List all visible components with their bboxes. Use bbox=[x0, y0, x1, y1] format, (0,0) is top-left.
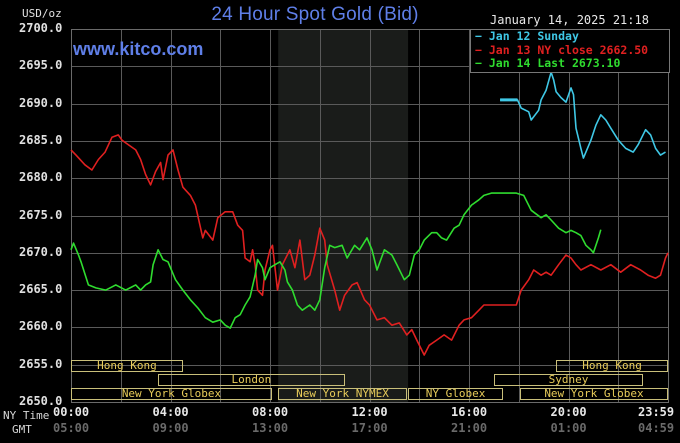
gmt-time-tick: 05:00 bbox=[53, 421, 90, 435]
y-tick-label: 2670.0 bbox=[19, 244, 63, 259]
ny-time-tick: 08:00 bbox=[252, 405, 289, 419]
nymex-shaded-region bbox=[278, 29, 409, 402]
ny-time-tick: 00:00 bbox=[53, 405, 90, 419]
gmt-time-tick: 21:00 bbox=[451, 421, 488, 435]
ny-time-tick: 04:00 bbox=[152, 405, 189, 419]
ny-time-tick: 23:59 bbox=[638, 405, 675, 419]
session-bar: NY Globex bbox=[408, 388, 504, 400]
session-bar: New York Globex bbox=[519, 388, 668, 400]
legend: − Jan 12 Sunday − Jan 13 NY close 2662.5… bbox=[470, 29, 670, 73]
legend-item-jan14: − Jan 14 Last 2673.10 bbox=[475, 56, 621, 70]
session-bar: New York NYMEX bbox=[278, 388, 407, 400]
y-tick-label: 2675.0 bbox=[19, 207, 63, 222]
session-bar: London bbox=[158, 374, 345, 386]
series-line-0 bbox=[500, 71, 666, 159]
legend-item-jan12: − Jan 12 Sunday bbox=[475, 29, 579, 43]
y-axis-unit: USD/oz bbox=[22, 7, 62, 20]
session-bar: Hong Kong bbox=[556, 360, 668, 372]
gmt-time-tick: 09:00 bbox=[152, 421, 189, 435]
y-tick-label: 2665.0 bbox=[19, 282, 63, 297]
gmt-label: GMT bbox=[12, 423, 32, 436]
y-tick-label: 2680.0 bbox=[19, 170, 63, 185]
ny-time-tick: 12:00 bbox=[351, 405, 388, 419]
y-tick-label: 2690.0 bbox=[19, 95, 63, 110]
y-tick-label: 2660.0 bbox=[19, 319, 63, 334]
session-bar: Hong Kong bbox=[71, 360, 183, 372]
session-bar: New York Globex bbox=[71, 388, 272, 400]
chart-title: 24 Hour Spot Gold (Bid) bbox=[211, 4, 419, 25]
y-tick-label: 2655.0 bbox=[19, 356, 63, 371]
legend-item-jan13: − Jan 13 NY close 2662.50 bbox=[475, 42, 649, 57]
y-tick-label: 2685.0 bbox=[19, 132, 63, 147]
y-tick-label: 2695.0 bbox=[19, 58, 63, 73]
y-tick-label: 2700.0 bbox=[19, 21, 63, 35]
ny-time-tick: 16:00 bbox=[451, 405, 488, 419]
ny-time-tick: 20:00 bbox=[550, 405, 587, 419]
price-lines bbox=[70, 71, 669, 356]
timestamp: January 14, 2025 21:18 bbox=[490, 13, 649, 27]
series-line-2 bbox=[70, 192, 602, 329]
gmt-time-tick: 04:59 bbox=[638, 421, 675, 435]
y-tick-label: 2650.0 bbox=[19, 394, 63, 408]
gmt-time-tick: 17:00 bbox=[351, 421, 388, 435]
ny-time-label: NY Time bbox=[3, 409, 50, 422]
site-link[interactable]: www.kitco.com bbox=[73, 39, 204, 59]
grid-lines bbox=[71, 29, 669, 403]
gmt-time-tick: 13:00 bbox=[252, 421, 289, 435]
series-line-1 bbox=[70, 134, 669, 356]
session-bar: Sydney bbox=[493, 374, 644, 386]
gmt-time-tick: 01:00 bbox=[550, 421, 587, 435]
